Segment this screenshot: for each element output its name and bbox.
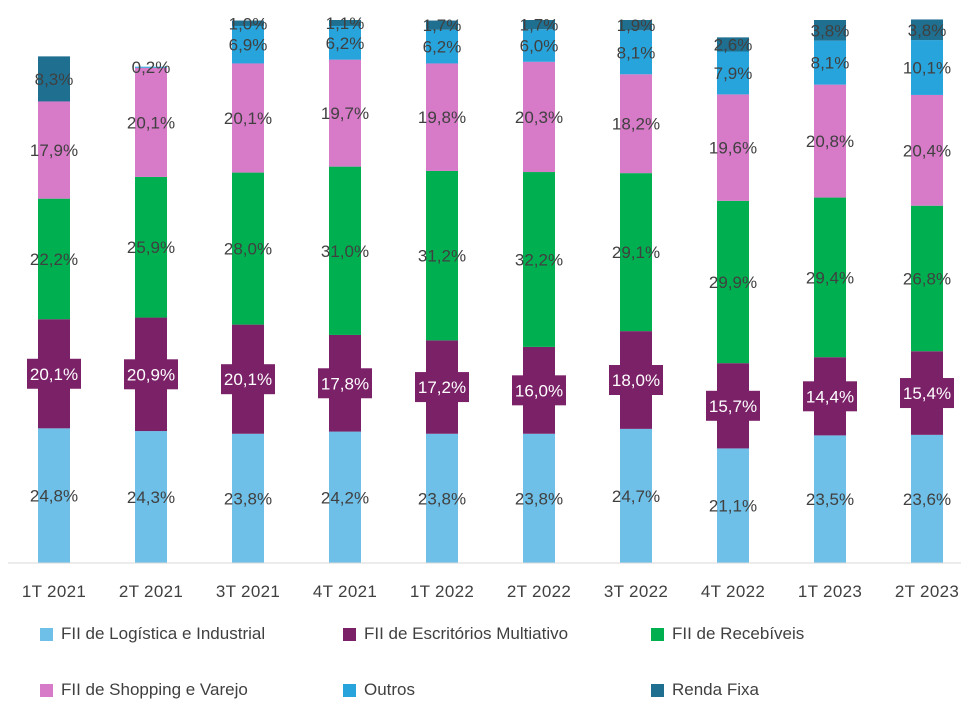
data-label-fii-de-escritorios-multiativo-3t-2021: 20,1% — [224, 370, 272, 389]
x-tick-label-4t-2022: 4T 2022 — [701, 582, 765, 601]
data-label-outros-1t-2023: 8,1% — [811, 54, 850, 73]
data-label-outros-4t-2022: 7,9% — [714, 64, 753, 83]
data-label-fii-de-recebiveis-4t-2022: 29,9% — [709, 273, 757, 292]
legend-swatch-logistica — [40, 628, 53, 641]
data-label-fii-de-logistica-e-industrial-4t-2022: 21,1% — [709, 497, 757, 516]
data-label-fii-de-escritorios-multiativo-1t-2021: 20,1% — [30, 365, 78, 384]
legend-label-renda-fixa: Renda Fixa — [672, 680, 759, 700]
data-label-renda-fixa-4t-2022: 2,6% — [714, 35, 753, 54]
category-labels: 1T 2021 2T 2021 3T 2021 4T 2021 1T 2022 2T 20… — [22, 582, 959, 601]
data-label-outros-1t-2022: 6,2% — [423, 38, 462, 57]
data-label-fii-de-shopping-e-varejo-1t-2021: 17,9% — [30, 141, 78, 160]
x-tick-label-1t-2021: 1T 2021 — [22, 582, 86, 601]
data-label-fii-de-escritorios-multiativo-2t-2023: 15,4% — [903, 384, 951, 403]
data-label-fii-de-logistica-e-industrial-3t-2022: 24,7% — [612, 487, 660, 506]
data-label-fii-de-logistica-e-industrial-1t-2023: 23,5% — [806, 490, 854, 509]
data-label-outros-3t-2021: 6,9% — [229, 36, 268, 55]
stacked-bar-chart: 24,8% 20,1% 22,2% 17,9% 8,3% 24,3% 20,9% 25,9% 2… — [0, 0, 961, 610]
data-label-fii-de-escritorios-multiativo-2t-2022: 16,0% — [515, 381, 563, 400]
data-label-renda-fixa-1t-2021: 8,3% — [35, 70, 74, 89]
legend-swatch-escritorios — [343, 628, 356, 641]
data-label-renda-fixa-2t-2022: 1,7% — [520, 16, 559, 35]
data-label-fii-de-recebiveis-3t-2021: 28,0% — [224, 240, 272, 259]
data-label-fii-de-shopping-e-varejo-4t-2021: 19,7% — [321, 104, 369, 123]
legend-item-escritorios: FII de Escritórios Multiativo — [343, 624, 568, 644]
data-label-renda-fixa-4t-2021: 1,1% — [326, 14, 365, 33]
data-label-fii-de-recebiveis-2t-2021: 25,9% — [127, 238, 175, 257]
data-label-fii-de-logistica-e-industrial-3t-2021: 23,8% — [224, 489, 272, 508]
data-label-fii-de-shopping-e-varejo-2t-2022: 20,3% — [515, 108, 563, 127]
legend-item-logistica: FII de Logística e Industrial — [40, 624, 265, 644]
x-tick-label-1t-2022: 1T 2022 — [410, 582, 474, 601]
data-label-fii-de-recebiveis-1t-2023: 29,4% — [806, 268, 854, 287]
data-label-fii-de-recebiveis-2t-2023: 26,8% — [903, 269, 951, 288]
data-label-fii-de-logistica-e-industrial-4t-2021: 24,2% — [321, 488, 369, 507]
data-label-outros-2t-2022: 6,0% — [520, 37, 559, 56]
legend-item-outros: Outros — [343, 680, 415, 700]
data-label-renda-fixa-3t-2021: 1,0% — [229, 14, 268, 33]
data-label-fii-de-escritorios-multiativo-3t-2022: 18,0% — [612, 371, 660, 390]
data-label-renda-fixa-2t-2023: 3,8% — [908, 21, 947, 40]
data-label-renda-fixa-1t-2023: 3,8% — [811, 21, 850, 40]
data-label-fii-de-logistica-e-industrial-2t-2022: 23,8% — [515, 489, 563, 508]
data-label-outros-2t-2023: 10,1% — [903, 59, 951, 78]
data-label-fii-de-logistica-e-industrial-2t-2021: 24,3% — [127, 488, 175, 507]
data-label-fii-de-recebiveis-2t-2022: 32,2% — [515, 250, 563, 269]
legend-item-recebiveis: FII de Recebíveis — [651, 624, 804, 644]
data-label-fii-de-escritorios-multiativo-1t-2023: 14,4% — [806, 387, 854, 406]
x-tick-label-2t-2023: 2T 2023 — [895, 582, 959, 601]
legend-label-recebiveis: FII de Recebíveis — [672, 624, 804, 644]
data-label-fii-de-shopping-e-varejo-3t-2021: 20,1% — [224, 109, 272, 128]
legend-label-logistica: FII de Logística e Industrial — [61, 624, 265, 644]
x-tick-label-3t-2021: 3T 2021 — [216, 582, 280, 601]
data-label-fii-de-recebiveis-1t-2022: 31,2% — [418, 247, 466, 266]
data-label-fii-de-shopping-e-varejo-2t-2023: 20,4% — [903, 141, 951, 160]
x-tick-label-3t-2022: 3T 2022 — [604, 582, 668, 601]
x-tick-label-2t-2021: 2T 2021 — [119, 582, 183, 601]
data-label-fii-de-shopping-e-varejo-3t-2022: 18,2% — [612, 115, 660, 134]
legend-label-outros: Outros — [364, 680, 415, 700]
legend-swatch-shopping — [40, 684, 53, 697]
data-label-fii-de-shopping-e-varejo-1t-2022: 19,8% — [418, 108, 466, 127]
bars-layer — [38, 19, 943, 563]
data-label-fii-de-recebiveis-4t-2021: 31,0% — [321, 242, 369, 261]
legend-swatch-renda-fixa — [651, 684, 664, 697]
data-label-fii-de-logistica-e-industrial-1t-2021: 24,8% — [30, 487, 78, 506]
data-label-fii-de-shopping-e-varejo-2t-2021: 20,1% — [127, 113, 175, 132]
data-label-fii-de-recebiveis-1t-2021: 22,2% — [30, 250, 78, 269]
data-label-outros-4t-2021: 6,2% — [326, 34, 365, 53]
data-label-outros-2t-2021: 0,2% — [132, 58, 171, 77]
legend-label-shopping: FII de Shopping e Varejo — [61, 680, 248, 700]
data-label-fii-de-escritorios-multiativo-1t-2022: 17,2% — [418, 378, 466, 397]
data-label-fii-de-escritorios-multiativo-4t-2022: 15,7% — [709, 397, 757, 416]
data-label-fii-de-shopping-e-varejo-1t-2023: 20,8% — [806, 132, 854, 151]
data-label-renda-fixa-1t-2022: 1,7% — [423, 16, 462, 35]
x-tick-label-1t-2023: 1T 2023 — [798, 582, 862, 601]
data-label-fii-de-escritorios-multiativo-4t-2021: 17,8% — [321, 374, 369, 393]
legend-swatch-recebiveis — [651, 628, 664, 641]
data-label-fii-de-recebiveis-3t-2022: 29,1% — [612, 243, 660, 262]
data-label-renda-fixa-3t-2022: 1,9% — [617, 16, 656, 35]
legend-swatch-outros — [343, 684, 356, 697]
data-label-fii-de-logistica-e-industrial-1t-2022: 23,8% — [418, 489, 466, 508]
data-label-fii-de-shopping-e-varejo-4t-2022: 19,6% — [709, 139, 757, 158]
legend-label-escritorios: FII de Escritórios Multiativo — [364, 624, 568, 644]
data-label-fii-de-logistica-e-industrial-2t-2023: 23,6% — [903, 490, 951, 509]
x-tick-label-2t-2022: 2T 2022 — [507, 582, 571, 601]
legend-item-renda-fixa: Renda Fixa — [651, 680, 759, 700]
data-label-outros-3t-2022: 8,1% — [617, 43, 656, 62]
legend-item-shopping: FII de Shopping e Varejo — [40, 680, 248, 700]
data-label-fii-de-escritorios-multiativo-2t-2021: 20,9% — [127, 365, 175, 384]
x-tick-label-4t-2021: 4T 2021 — [313, 582, 377, 601]
